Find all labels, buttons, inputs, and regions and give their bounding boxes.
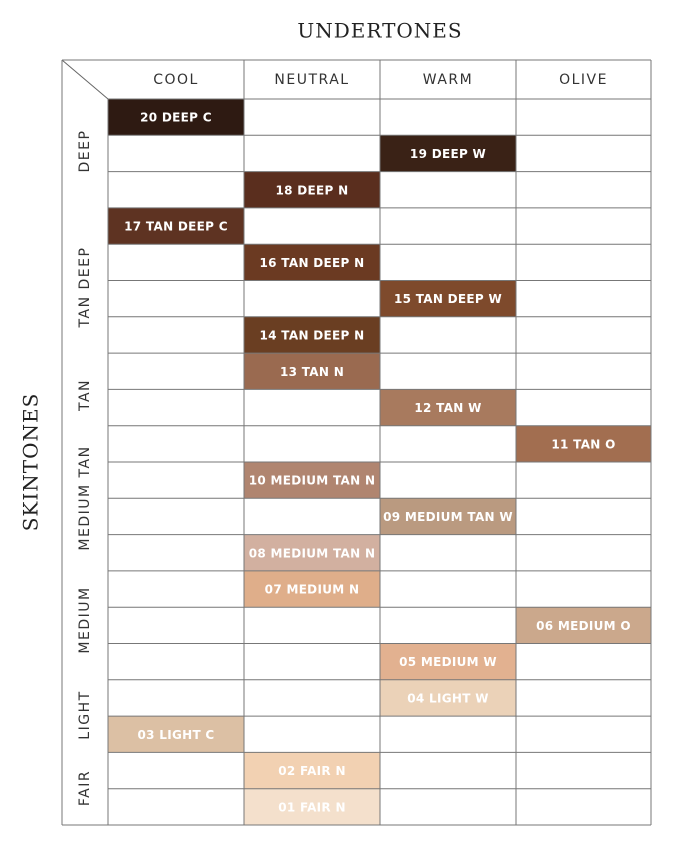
shade-label: 06 MEDIUM O: [536, 619, 631, 633]
column-header: NEUTRAL: [274, 72, 349, 88]
column-header: COOL: [153, 72, 199, 88]
shade-cell: [380, 498, 516, 535]
shade-label: 13 TAN N: [280, 365, 344, 379]
shade-label: 08 MEDIUM TAN N: [249, 546, 376, 560]
shade-label: 15 TAN DEEP W: [394, 292, 502, 306]
shade-label: 14 TAN DEEP N: [260, 328, 365, 342]
shade-cell: [380, 679, 516, 717]
shade-label: 10 MEDIUM TAN N: [249, 474, 376, 488]
column-header: WARM: [423, 72, 473, 88]
title: UNDERTONES: [297, 19, 462, 43]
shade-cell: [244, 570, 380, 608]
shade-label: 09 MEDIUM TAN W: [383, 510, 513, 524]
shade-cell: [516, 607, 651, 644]
shade-label: 03 LIGHT C: [137, 728, 214, 742]
shade-label: 01 FAIR N: [278, 800, 346, 814]
shade-label: 05 MEDIUM W: [399, 655, 497, 669]
shade-cell: [244, 752, 380, 789]
row-group-label: MEDIUM TAN: [77, 445, 93, 550]
shade-cell: [244, 534, 380, 571]
shade-cell: [380, 643, 516, 680]
shade-cell: [380, 389, 516, 426]
row-group-label: TAN: [77, 379, 93, 412]
row-group-label: MEDIUM: [77, 586, 93, 653]
shade-cell: [108, 207, 244, 245]
row-group-label: LIGHT: [77, 690, 93, 739]
shade-cell: [380, 280, 516, 317]
shade-label: 12 TAN W: [414, 401, 481, 415]
shade-label: 02 FAIR N: [278, 764, 346, 778]
shade-label: 17 TAN DEEP C: [124, 220, 228, 234]
column-header: OLIVE: [559, 72, 608, 88]
row-group-label: TAN DEEP: [77, 247, 93, 329]
shade-cell: [244, 171, 380, 208]
shade-label: 16 TAN DEEP N: [260, 256, 365, 270]
shade-cell: [244, 353, 380, 390]
shade-label: 11 TAN O: [551, 437, 615, 451]
shade-cell: [244, 316, 380, 354]
row-group-label: DEEP: [77, 130, 93, 173]
row-group-label: FAIR: [77, 770, 93, 806]
shade-label: 18 DEEP N: [276, 183, 349, 197]
shade-cell: [108, 716, 244, 753]
shade-cell: [380, 135, 516, 172]
corner-diagonal: [61, 59, 109, 100]
shade-label: 19 DEEP W: [410, 147, 486, 161]
shade-cell: [244, 462, 380, 499]
shade-cell: [244, 788, 380, 825]
shade-cell: [244, 244, 380, 281]
shade-label: 20 DEEP C: [140, 111, 212, 125]
shade-cell: [516, 425, 651, 462]
shade-label: 07 MEDIUM N: [265, 583, 360, 597]
shade-cell: [108, 99, 244, 136]
shade-label: 04 LIGHT W: [407, 691, 488, 705]
side-title: SKINTONES: [19, 393, 43, 532]
